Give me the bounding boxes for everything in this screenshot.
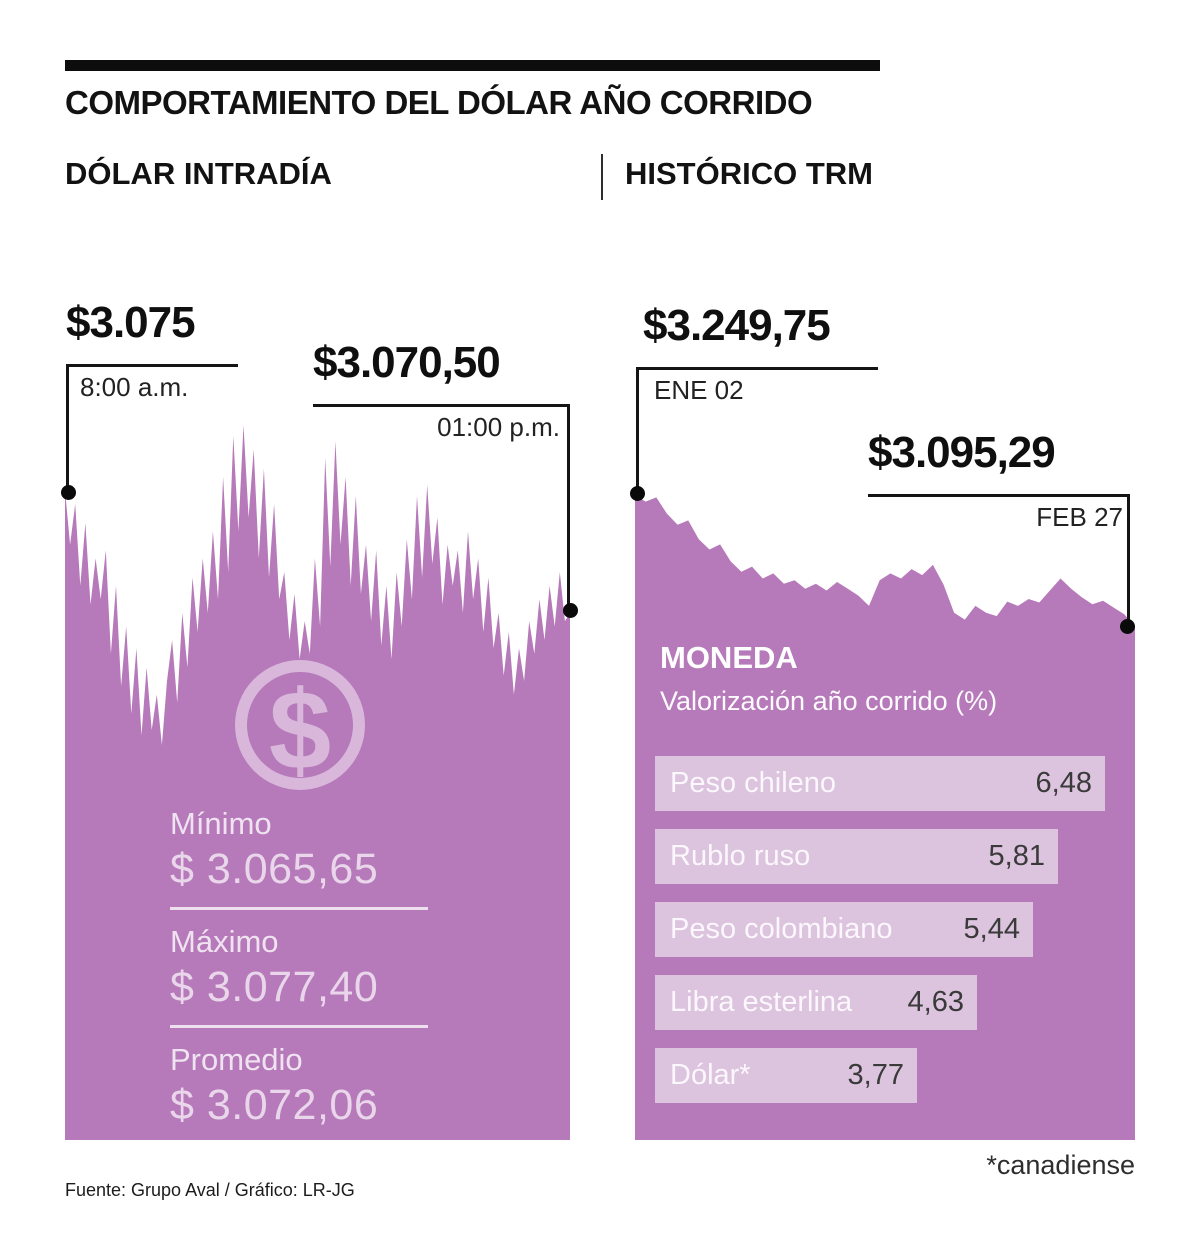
trm-end-leader-line [868, 494, 1130, 497]
currency-table-subtitle: Valorización año corrido (%) [660, 686, 998, 716]
trm-start-leader-drop [636, 367, 639, 489]
stat-max-label: Máximo [170, 924, 279, 959]
bar-value: 3,77 [847, 1059, 904, 1091]
dollar-icon-ring [235, 660, 365, 790]
intraday-close-time: 01:00 p.m. [437, 412, 560, 442]
intraday-open-marker-dot [61, 485, 76, 500]
intraday-close-leader-line [313, 404, 570, 407]
intraday-open-leader-drop [66, 364, 69, 488]
dollar-icon-glyph: $ [269, 668, 331, 793]
currency-bar-dolar: Dólar* 3,77 [655, 1048, 917, 1103]
intraday-close-price: $3.070,50 [313, 338, 501, 387]
intraday-close-leader-drop [567, 404, 570, 606]
trm-start-leader-line [636, 367, 878, 370]
currency-bar-libra-esterlina: Libra esterlina 4,63 [655, 975, 977, 1030]
stat-min-label: Mínimo [170, 806, 272, 841]
bar-label: Libra esterlina [670, 986, 853, 1018]
bar-label: Peso chileno [670, 767, 837, 799]
bar-value: 6,48 [1035, 767, 1092, 799]
trm-start-marker-dot [630, 486, 645, 501]
stat-avg-value: $ 3.072,06 [170, 1081, 379, 1129]
bar-label: Dólar* [670, 1059, 751, 1091]
trm-start-price: $3.249,75 [643, 301, 831, 350]
top-rule-bar [65, 60, 880, 71]
footnote-canadiense: *canadiense [986, 1150, 1135, 1180]
intraday-open-time: 8:00 a.m. [80, 372, 189, 402]
dollar-sign-icon: $ [235, 660, 365, 793]
trm-panel-title: HISTÓRICO TRM [625, 156, 873, 191]
trm-end-date: FEB 27 [1036, 502, 1123, 532]
stat-avg-label: Promedio [170, 1042, 303, 1077]
bar-label: Peso colombiano [670, 913, 893, 945]
trm-end-price: $3.095,29 [868, 428, 1056, 477]
currency-bar-list: Peso chileno 6,48 Rublo ruso 5,81 Peso c… [655, 756, 1125, 1121]
currency-bar-peso-chileno: Peso chileno 6,48 [655, 756, 1105, 811]
currency-bar-rublo-ruso: Rublo ruso 5,81 [655, 829, 1058, 884]
trm-start-date: ENE 02 [654, 375, 744, 405]
stat-divider [170, 907, 428, 910]
currency-table-title: MONEDA [660, 640, 798, 675]
intraday-open-leader-line [66, 364, 238, 367]
page-title: COMPORTAMIENTO DEL DÓLAR AÑO CORRIDO [65, 84, 813, 121]
trm-end-marker-dot [1120, 619, 1135, 634]
panel-divider [601, 154, 603, 200]
stat-max-value: $ 3.077,40 [170, 963, 379, 1011]
intraday-panel-title: DÓLAR INTRADÍA [65, 156, 332, 191]
bar-value: 5,44 [963, 913, 1020, 945]
intraday-open-price: $3.075 [66, 298, 196, 347]
bar-value: 5,81 [988, 840, 1045, 872]
source-credit: Fuente: Grupo Aval / Gráfico: LR-JG [65, 1180, 355, 1200]
stat-divider [170, 1025, 428, 1028]
bar-value: 4,63 [907, 986, 964, 1018]
intraday-close-marker-dot [563, 603, 578, 618]
intraday-stats-block: Mínimo $ 3.065,65 Máximo $ 3.077,40 Prom… [170, 806, 445, 1130]
trm-end-leader-drop [1127, 494, 1130, 622]
stat-min-value: $ 3.065,65 [170, 845, 379, 893]
bar-label: Rublo ruso [670, 840, 811, 872]
currency-bar-peso-colombiano: Peso colombiano 5,44 [655, 902, 1033, 957]
